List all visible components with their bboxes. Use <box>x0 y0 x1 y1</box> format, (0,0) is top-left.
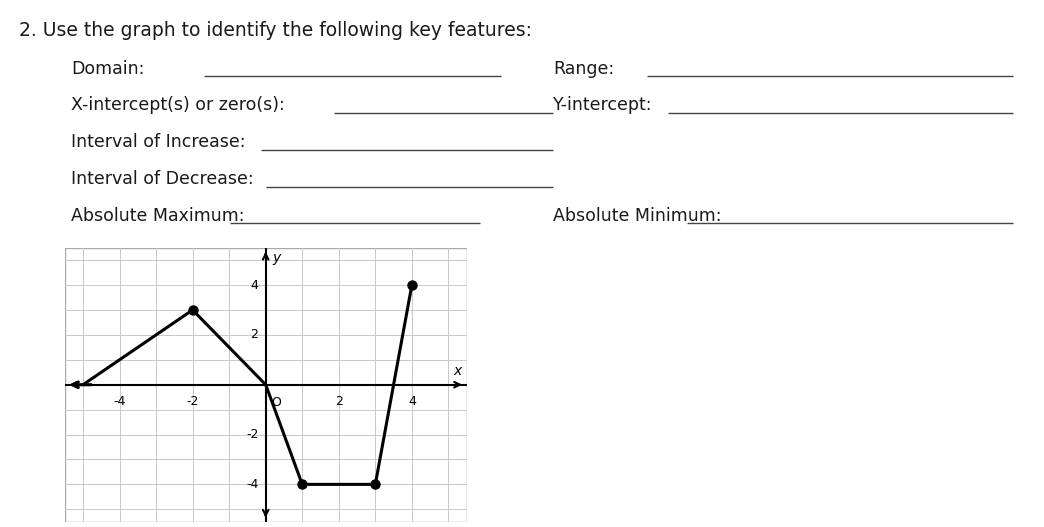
Text: 2. Use the graph to identify the following key features:: 2. Use the graph to identify the followi… <box>19 21 531 40</box>
Text: -4: -4 <box>246 478 258 491</box>
Text: 2: 2 <box>251 328 258 341</box>
Text: Range:: Range: <box>553 60 615 77</box>
Text: Y-intercept:: Y-intercept: <box>553 96 652 114</box>
Text: Domain:: Domain: <box>71 60 144 77</box>
Text: -2: -2 <box>246 428 258 441</box>
Text: x: x <box>453 364 461 378</box>
Text: X-intercept(s) or zero(s):: X-intercept(s) or zero(s): <box>71 96 285 114</box>
Text: Interval of Decrease:: Interval of Decrease: <box>71 170 254 188</box>
Text: 4: 4 <box>251 279 258 291</box>
Text: 4: 4 <box>408 395 416 408</box>
Text: O: O <box>271 396 281 409</box>
Text: -4: -4 <box>114 395 125 408</box>
Text: 2: 2 <box>335 395 342 408</box>
Text: -2: -2 <box>187 395 198 408</box>
Text: y: y <box>272 251 281 265</box>
Text: Absolute Minimum:: Absolute Minimum: <box>553 207 721 225</box>
Text: Absolute Maximum:: Absolute Maximum: <box>71 207 244 225</box>
Text: Interval of Increase:: Interval of Increase: <box>71 133 245 151</box>
